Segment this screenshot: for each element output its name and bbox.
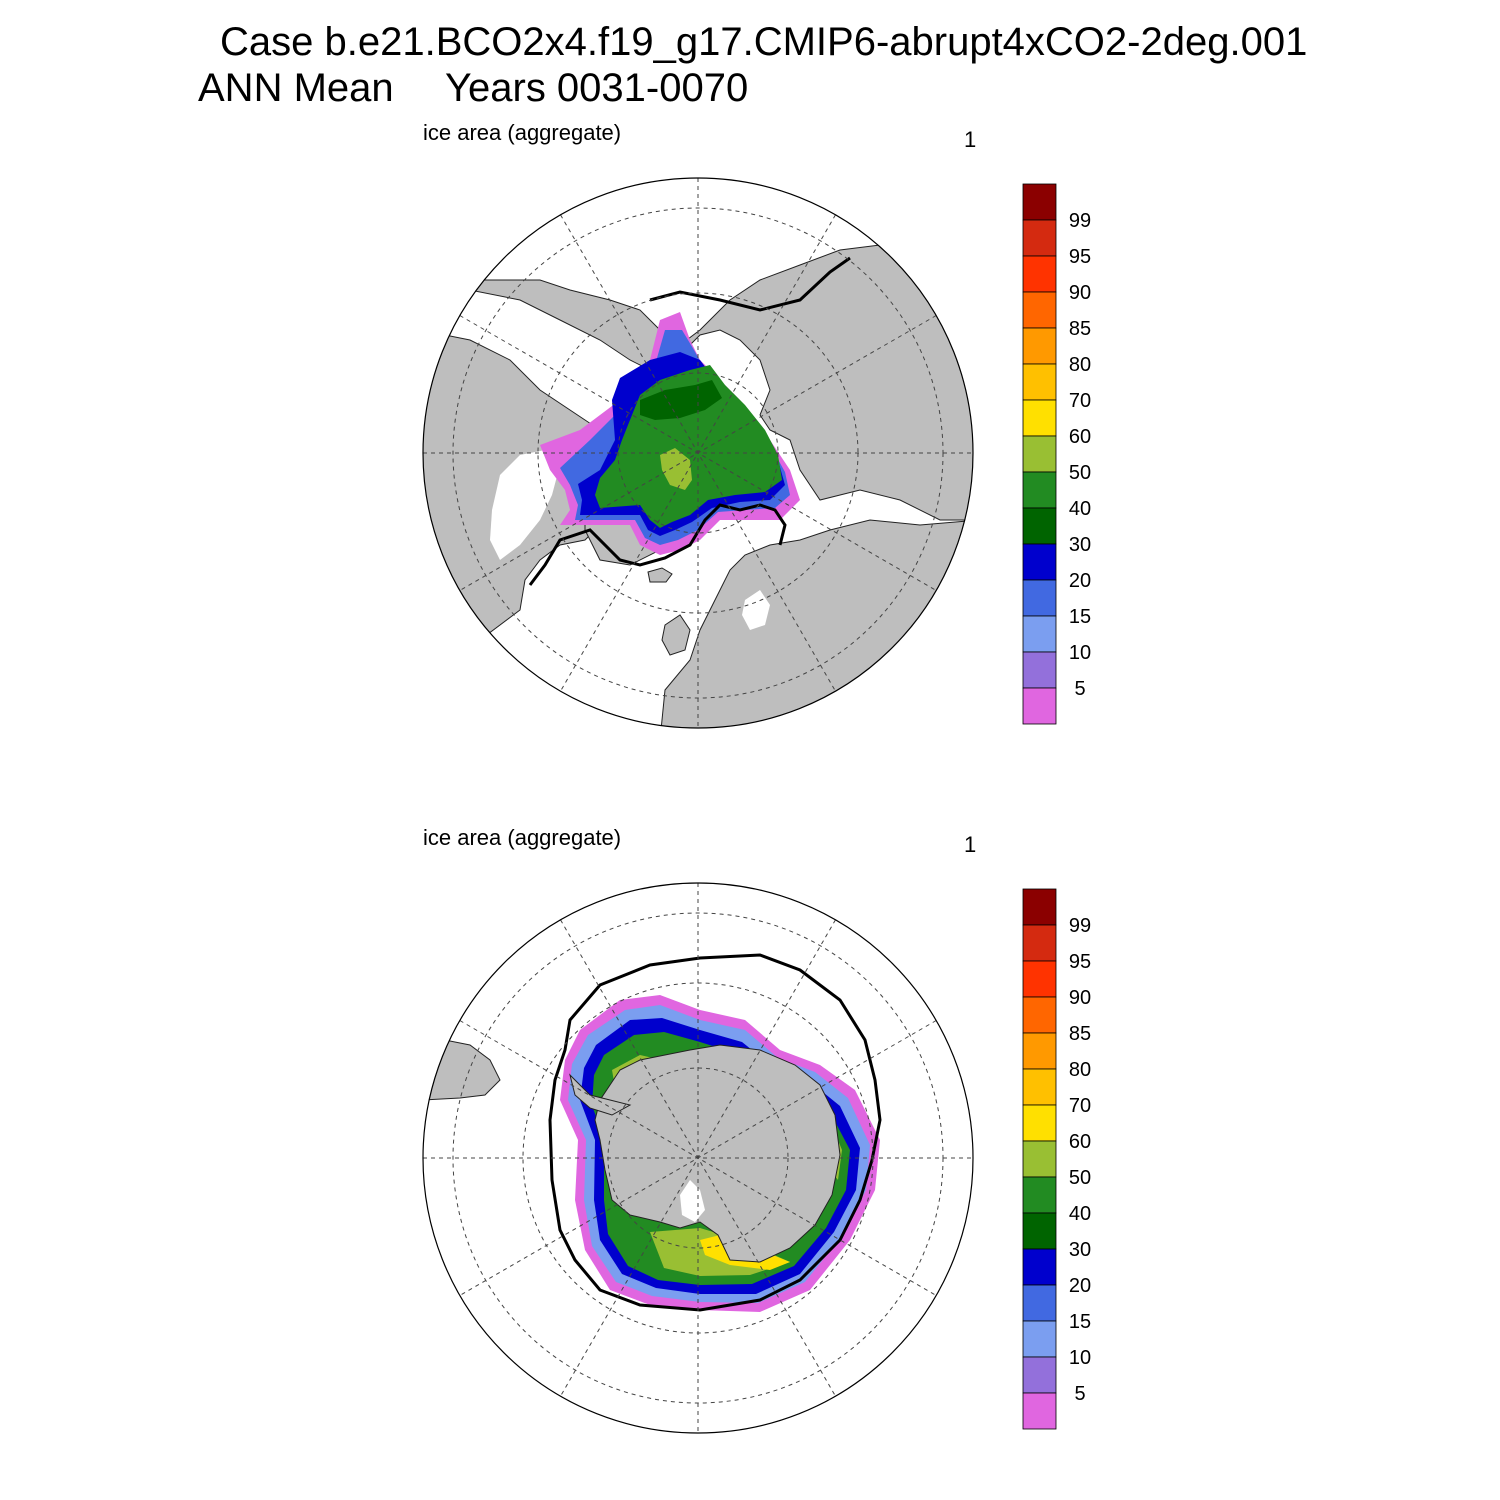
- north-land-british-isles: [661, 614, 691, 656]
- south-colorbar-box-2: [1022, 960, 1057, 998]
- south-ice-edge-line: [548, 953, 882, 1312]
- south-polar-map: [422, 882, 974, 1434]
- south-colorbar-tick-label: 20: [1069, 1275, 1091, 1297]
- north-colorbar-tick-label: 90: [1069, 282, 1091, 304]
- south-variable-label: ice area (aggregate): [423, 825, 622, 850]
- south-colorbar-box-7: [1022, 1140, 1057, 1178]
- south-map-border: [422, 882, 974, 1434]
- north-colorbar-box-1: [1022, 219, 1057, 257]
- north-colorbar-tick-label: 85: [1069, 318, 1091, 340]
- south-colorbar-box-11: [1022, 1284, 1057, 1322]
- north-ice-edge-line: [528, 256, 851, 586]
- south-land-antarctica: [594, 1044, 841, 1263]
- north-hudson-bay: [490, 450, 560, 560]
- north-units-label: 1: [964, 127, 977, 152]
- north-colorbar-tick-label: 15: [1069, 606, 1091, 628]
- north-colorbar-tick-label: 40: [1069, 498, 1091, 520]
- north-colorbar-tick-label: 99: [1069, 210, 1091, 232]
- south-colorbar-tick-label: 90: [1069, 987, 1091, 1009]
- south-colorbar-tick-label: 95: [1069, 951, 1091, 973]
- north-colorbar-box-13: [1022, 651, 1057, 689]
- north-colorbar-box-4: [1022, 327, 1057, 365]
- north-colorbar-box-3: [1022, 291, 1057, 329]
- south-colorbar-tick-label: 5: [1074, 1383, 1085, 1405]
- south-colorbar-tick-label: 99: [1069, 915, 1091, 937]
- north-colorbar-tick-label: 30: [1069, 534, 1091, 556]
- south-colorbar-box-8: [1022, 1176, 1057, 1214]
- north-colorbar-box-11: [1022, 579, 1057, 617]
- north-baltic-sea: [742, 590, 770, 630]
- north-colorbar-tick-label: 60: [1069, 426, 1091, 448]
- south-colorbar-tick-label: 50: [1069, 1167, 1091, 1189]
- south-colorbar-box-13: [1022, 1356, 1057, 1394]
- south-colorbar-box-1: [1022, 924, 1057, 962]
- south-colorbar-box-3: [1022, 996, 1057, 1034]
- south-colorbar-tick-label: 85: [1069, 1023, 1091, 1045]
- south-colorbar-box-4: [1022, 1032, 1057, 1070]
- north-colorbar-box-8: [1022, 471, 1057, 509]
- south-colorbar-box-6: [1022, 1104, 1057, 1142]
- south-graticule: [423, 883, 973, 1433]
- north-colorbar-box-14: [1022, 687, 1057, 725]
- north-ice-conc-30: [640, 380, 722, 420]
- north-colorbar-tick-label: 70: [1069, 390, 1091, 412]
- north-colorbar-tick-label: 10: [1069, 642, 1091, 664]
- south-colorbar-box-12: [1022, 1320, 1057, 1358]
- south-colorbar-tick-label: 80: [1069, 1059, 1091, 1081]
- north-colorbar-box-9: [1022, 507, 1057, 545]
- north-colorbar-tick-label: 95: [1069, 246, 1091, 268]
- south-colorbar-box-10: [1022, 1248, 1057, 1286]
- north-colorbar-tick-label: 80: [1069, 354, 1091, 376]
- north-land-iceland: [647, 567, 673, 583]
- south-colorbar-tick-label: 70: [1069, 1095, 1091, 1117]
- south-colorbar-box-0: [1022, 888, 1057, 926]
- north-colorbar-box-10: [1022, 543, 1057, 581]
- north-colorbar-tick-label: 50: [1069, 462, 1091, 484]
- south-colorbar-tick-label: 60: [1069, 1131, 1091, 1153]
- case-title: Case b.e21.BCO2x4.f19_g17.CMIP6-abrupt4x…: [220, 20, 1308, 64]
- south-colorbar: 99 95 90 85 80 70 60 50 40 30 20 15 10 5: [1022, 888, 1091, 1430]
- north-colorbar-box-7: [1022, 435, 1057, 473]
- north-graticule: [423, 178, 973, 728]
- south-colorbar-tick-label: 30: [1069, 1239, 1091, 1261]
- south-colorbar-box-14: [1022, 1392, 1057, 1430]
- north-ice-conc-50: [660, 448, 692, 490]
- north-map-border: [422, 177, 974, 729]
- south-colorbar-tick-label: 10: [1069, 1347, 1091, 1369]
- years-label: Years 0031-0070: [445, 66, 749, 110]
- north-colorbar-box-6: [1022, 399, 1057, 437]
- north-variable-label: ice area (aggregate): [423, 120, 622, 145]
- south-colorbar-box-5: [1022, 1068, 1057, 1106]
- south-units-label: 1: [964, 832, 977, 857]
- south-colorbar-tick-label: 40: [1069, 1203, 1091, 1225]
- south-colorbar-box-9: [1022, 1212, 1057, 1250]
- north-colorbar-box-12: [1022, 615, 1057, 653]
- south-colorbar-tick-label: 15: [1069, 1311, 1091, 1333]
- north-colorbar-tick-label: 20: [1069, 570, 1091, 592]
- south-ross-embayment: [680, 1180, 705, 1222]
- north-polar-map: [422, 177, 974, 729]
- south-land-antarctic-peninsula: [569, 1073, 632, 1116]
- north-colorbar-box-0: [1022, 183, 1057, 221]
- period-label: ANN Mean: [198, 66, 394, 110]
- north-colorbar-box-2: [1022, 255, 1057, 293]
- north-colorbar: 99 95 90 85 80 70 60 50 40 30 20 15 10 5: [1022, 183, 1091, 725]
- north-colorbar-tick-label: 5: [1074, 678, 1085, 700]
- north-colorbar-box-5: [1022, 363, 1057, 401]
